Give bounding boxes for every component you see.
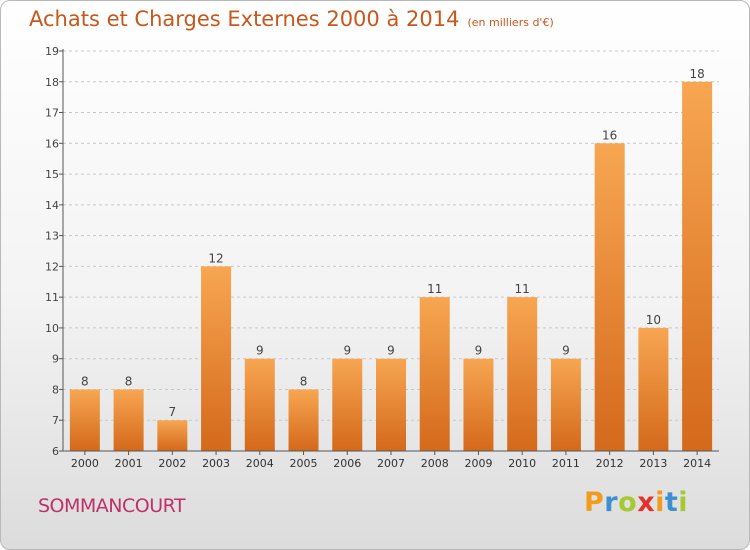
data-label: 18 — [689, 67, 704, 81]
y-tick-label: 9 — [52, 353, 59, 366]
data-label: 8 — [125, 374, 133, 388]
y-tick-label: 11 — [45, 291, 59, 304]
x-tick-label: 2009 — [464, 457, 492, 470]
bar — [157, 420, 188, 451]
x-tick-label: 2007 — [377, 457, 405, 470]
chart-title-text: Achats et Charges Externes 2000 à 2014 — [29, 7, 460, 31]
logo-letter: i — [678, 487, 689, 518]
data-label: 7 — [169, 405, 177, 419]
y-tick-label: 12 — [45, 260, 59, 273]
data-label: 11 — [515, 282, 530, 296]
logo-letter: r — [604, 487, 619, 518]
logo-letter: o — [618, 487, 638, 518]
data-label: 9 — [343, 344, 351, 358]
chart-subtitle: (en milliers d'€) — [467, 16, 554, 29]
logo-letter: x — [637, 487, 656, 518]
y-tick-label: 10 — [45, 322, 59, 335]
bar — [507, 297, 538, 451]
x-tick-label: 2001 — [115, 457, 143, 470]
data-label: 10 — [646, 313, 661, 327]
bar — [682, 81, 713, 452]
bar — [376, 358, 406, 451]
data-label: 11 — [427, 282, 442, 296]
x-tick-label: 2012 — [596, 457, 624, 470]
chart-title: Achats et Charges Externes 2000 à 2014 (e… — [29, 7, 554, 31]
x-tick-label: 2010 — [508, 457, 536, 470]
y-tick-label: 6 — [52, 445, 59, 458]
x-tick-label: 2013 — [639, 457, 667, 470]
bar — [244, 358, 275, 451]
bar — [550, 358, 581, 451]
logo-letter: P — [584, 487, 605, 518]
data-label: 12 — [208, 251, 223, 265]
x-tick-label: 2002 — [158, 457, 186, 470]
x-tick-label: 2008 — [421, 457, 449, 470]
proxiti-logo: Proxiti — [584, 487, 688, 518]
bar — [463, 358, 494, 451]
data-label: 9 — [475, 344, 483, 358]
x-tick-label: 2011 — [552, 457, 580, 470]
data-label: 8 — [300, 374, 308, 388]
data-label: 9 — [562, 344, 570, 358]
x-tick-label: 2003 — [202, 457, 230, 470]
data-label: 9 — [256, 344, 264, 358]
data-label: 16 — [602, 128, 617, 142]
x-tick-label: 2004 — [246, 457, 274, 470]
logo-letter: i — [655, 487, 665, 518]
y-tick-label: 13 — [45, 230, 59, 243]
y-tick-label: 14 — [45, 199, 59, 212]
axes: 6 7 8 9 10 11 12 13 14 15 16 17 18 19 2000 2001 2002 2003… — [45, 45, 719, 470]
y-tick-label: 8 — [52, 383, 59, 396]
y-tick-label: 15 — [45, 168, 59, 181]
x-tick-label: 2005 — [290, 457, 318, 470]
y-tick-label: 19 — [45, 45, 59, 58]
y-tick-label: 17 — [45, 107, 59, 120]
y-tick-label: 18 — [45, 76, 59, 89]
bar — [69, 389, 100, 451]
bar — [594, 143, 625, 452]
y-tick-label: 7 — [52, 414, 59, 427]
x-tick-label: 2014 — [683, 457, 711, 470]
bar — [113, 389, 144, 451]
bar — [638, 327, 669, 451]
bar — [201, 266, 232, 451]
bar — [332, 358, 363, 451]
bar — [419, 297, 450, 451]
x-tick-label: 2000 — [71, 457, 99, 470]
y-tick-label: 16 — [45, 137, 59, 150]
x-tick-label: 2006 — [333, 457, 361, 470]
data-label: 8 — [81, 374, 89, 388]
logo-letter: t — [664, 487, 679, 518]
data-label: 9 — [387, 344, 395, 358]
commune-name: SOMMANCOURT — [38, 495, 186, 517]
bar — [288, 389, 319, 451]
bars: 8 8 7 12 9 8 9 9 11 9 11 9 16 10 18 — [69, 67, 713, 452]
